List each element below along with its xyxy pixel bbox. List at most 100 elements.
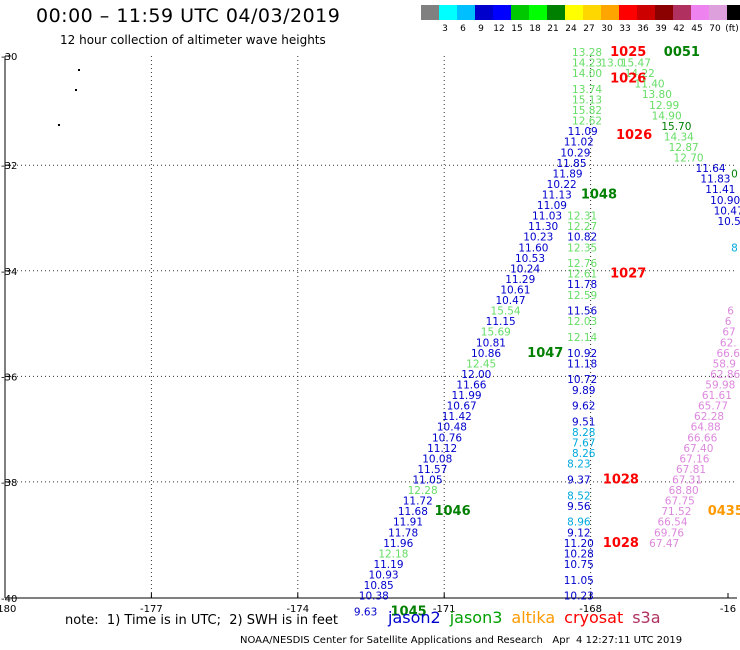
satellite-cryosat: cryosat xyxy=(564,608,624,627)
color-swatch xyxy=(619,5,637,20)
wave-height-value: 12.99 xyxy=(649,100,679,112)
wave-height-value: 11.96 xyxy=(383,538,413,550)
color-unit: (ft) xyxy=(725,24,739,34)
wave-height-value: 12.31 xyxy=(567,211,597,223)
wave-height-value: 11.72 xyxy=(403,496,433,508)
wave-height-value: 13.28 xyxy=(572,47,602,59)
wave-height-value: 66.54 xyxy=(657,517,687,529)
wave-height-value: 67.31 xyxy=(672,474,702,486)
time-label: 0051 xyxy=(664,45,700,60)
wave-height-value: 10.53 xyxy=(515,253,545,265)
wave-height-value: 13.80 xyxy=(642,89,672,101)
color-swatch xyxy=(655,5,673,20)
wave-height-value: 0 xyxy=(731,168,738,180)
wave-height-value: 10.47 xyxy=(714,205,740,217)
wave-height-value: 67.81 xyxy=(676,464,706,476)
wave-height-value: 12.62 xyxy=(572,116,602,128)
color-label: 3 xyxy=(442,24,448,34)
color-label: 33 xyxy=(619,24,631,34)
time-label: 1027 xyxy=(610,267,646,282)
y-tick-label: -30 xyxy=(1,52,17,63)
color-swatch xyxy=(709,5,727,20)
wave-height-value: 7.67 xyxy=(572,438,595,450)
wave-height-value: 9.12 xyxy=(567,527,590,539)
wave-height-value: 8 xyxy=(731,242,738,254)
wave-height-value: 9.63 xyxy=(354,606,377,618)
color-label: 36 xyxy=(637,24,649,34)
wave-height-value: 68.80 xyxy=(669,485,699,497)
color-swatch xyxy=(601,5,619,20)
y-tick-label: -40 xyxy=(1,594,17,605)
wave-height-value: 13.74 xyxy=(572,84,602,96)
footer-credit: NOAA/NESDIS Center for Satellite Applica… xyxy=(240,635,683,646)
wave-height-value: 15.54 xyxy=(491,306,521,318)
wave-height-value: 12.87 xyxy=(669,142,699,154)
wave-height-value: 12.61 xyxy=(567,269,597,281)
wave-height-value: 9.62 xyxy=(572,401,595,413)
page-subtitle: 12 hour collection of altimeter wave hei… xyxy=(60,33,326,47)
color-label: 15 xyxy=(511,24,523,34)
wave-height-value: 10.81 xyxy=(476,337,506,349)
time-label: 1026 xyxy=(610,71,646,86)
wave-height-value: 65.77 xyxy=(698,401,728,413)
wave-height-value: 10.61 xyxy=(500,284,530,296)
wave-height-value: 11.29 xyxy=(505,274,535,286)
wave-height-value: 15.82 xyxy=(572,105,602,117)
color-label: 30 xyxy=(601,24,613,34)
wave-height-value: 8.52 xyxy=(567,490,590,502)
wave-height-value: 62.28 xyxy=(694,411,724,423)
wave-height-value: 67.40 xyxy=(683,443,713,455)
wave-height-value: 66.6 xyxy=(717,348,740,360)
wave-height-value: 10.67 xyxy=(447,401,477,413)
wave-height-value: 69.76 xyxy=(654,527,684,539)
wave-height-value: 67.16 xyxy=(679,453,709,465)
wave-height-value: 10.82 xyxy=(567,232,597,244)
wave-height-value: 10.38 xyxy=(359,591,389,603)
color-swatch xyxy=(583,5,601,20)
time-label: 1026 xyxy=(616,128,652,143)
wave-height-value: 11.18 xyxy=(567,358,597,370)
color-swatch xyxy=(475,5,493,20)
time-label: 1028 xyxy=(603,472,639,487)
satellite-s3a: s3a xyxy=(632,608,661,627)
wave-height-value: 11.41 xyxy=(705,184,735,196)
wave-height-value: 10.23 xyxy=(564,591,594,603)
y-tick-label: -32 xyxy=(1,161,17,172)
wave-height-value: 71.52 xyxy=(661,506,691,518)
satellite-jason3: jason3 xyxy=(449,608,503,627)
wave-height-value: 11.15 xyxy=(486,316,516,328)
wave-height-value: 12.27 xyxy=(567,221,597,233)
wave-height-value: 11.60 xyxy=(518,242,548,254)
color-swatch xyxy=(691,5,709,20)
time-label: 0435 xyxy=(708,504,740,519)
map-frame xyxy=(4,56,737,599)
wave-height-value: 67 xyxy=(722,327,735,339)
time-label: 1028 xyxy=(603,536,639,551)
color-swatch xyxy=(529,5,547,20)
wave-height-value: 14.22 xyxy=(625,68,655,80)
wave-height-value: 15.47 xyxy=(621,58,651,70)
wave-height-value: 11.05 xyxy=(564,575,594,587)
wave-height-value: 6 xyxy=(725,316,732,328)
wave-height-value: 10.22 xyxy=(547,179,577,191)
color-swatch xyxy=(511,5,529,20)
wave-height-value: 62. xyxy=(720,337,737,349)
wave-height-value: 12.76 xyxy=(567,258,597,270)
wave-height-value: 11.91 xyxy=(393,517,423,529)
color-swatch xyxy=(421,5,439,20)
x-tick-label: -177 xyxy=(140,604,163,615)
color-label: 45 xyxy=(691,24,703,34)
wave-height-value: 10.08 xyxy=(422,453,452,465)
wave-height-value: 14.90 xyxy=(652,110,682,122)
wave-height-value: 10.76 xyxy=(432,432,462,444)
wave-height-value: 11.85 xyxy=(556,158,586,170)
y-tick-label: -38 xyxy=(1,478,17,489)
wave-height-value: 12.03 xyxy=(567,316,597,328)
y-tick-label: -34 xyxy=(1,267,17,278)
wave-height-value: 14.00 xyxy=(572,68,602,80)
wave-height-value: 15.70 xyxy=(661,121,691,133)
wave-height-value: 10.92 xyxy=(567,348,597,360)
time-label: 1045 xyxy=(391,604,427,619)
note-text: note: 1) Time is in UTC; 2) SWH is in fe… xyxy=(65,613,338,628)
